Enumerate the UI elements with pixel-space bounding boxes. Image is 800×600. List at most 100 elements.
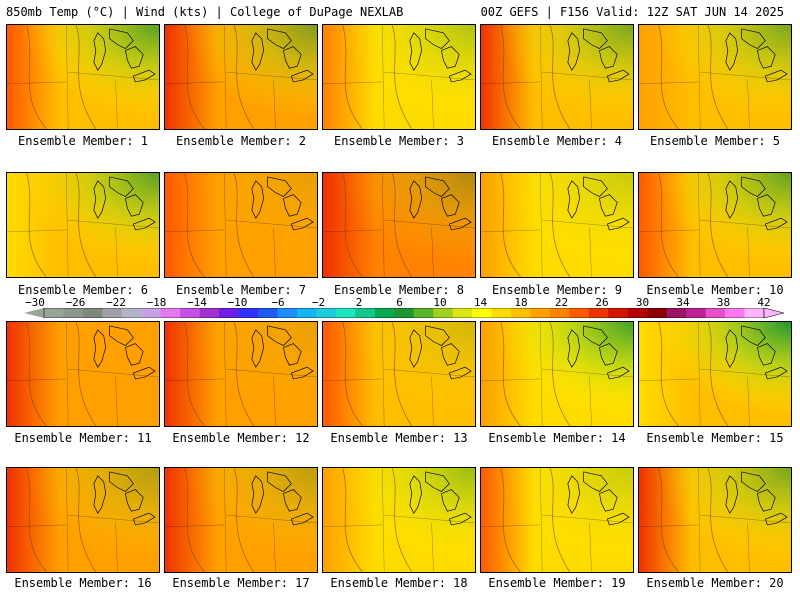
- ensemble-member-label: Ensemble Member: 20: [646, 576, 784, 590]
- colorbar-max-arrow: [763, 308, 784, 318]
- colorbar-swatch: [491, 308, 512, 318]
- colorbar-tick-label: 18: [514, 296, 528, 309]
- state-borders: [323, 25, 475, 129]
- colorbar-swatch: [647, 308, 668, 318]
- state-borders: [323, 322, 475, 426]
- colorbar-swatch: [569, 308, 590, 318]
- great-lakes-outline: [567, 176, 630, 231]
- colorbar-swatch: [608, 308, 629, 318]
- isotherm-contours: [342, 468, 413, 572]
- state-borders: [165, 25, 317, 129]
- state-borders: [481, 173, 633, 277]
- ensemble-member-label: Ensemble Member: 8: [333, 283, 465, 297]
- state-borders: [639, 25, 791, 129]
- state-borders: [165, 173, 317, 277]
- state-borders: [165, 322, 317, 426]
- ensemble-member-label: Ensemble Member: 17: [172, 576, 310, 590]
- colorbar-swatch: [705, 308, 726, 318]
- great-lakes-outline: [725, 471, 788, 526]
- isotherm-contours: [184, 322, 255, 426]
- colorbar-tick-label: 38: [716, 296, 731, 309]
- colorbar-tick-label: −6: [271, 296, 285, 309]
- colorbar-tick-label: −22: [106, 296, 126, 309]
- cool-air-shading: [165, 25, 317, 129]
- great-lakes-outline: [93, 28, 156, 83]
- colorbar-swatch: [433, 308, 454, 318]
- state-borders: [639, 468, 791, 572]
- colorbar-swatch: [82, 308, 103, 318]
- ensemble-member-map: [638, 172, 792, 278]
- state-borders: [481, 468, 633, 572]
- colorbar-tick-label: 2: [355, 296, 363, 309]
- colorbar-tick-label: −2: [311, 296, 326, 309]
- great-lakes-outline: [567, 325, 630, 380]
- colorbar-swatch: [725, 308, 746, 318]
- cool-air-shading: [639, 322, 791, 426]
- great-lakes-outline: [409, 471, 472, 526]
- ensemble-member-label: Ensemble Member: 14: [488, 431, 626, 445]
- colorbar-swatch: [686, 308, 707, 318]
- great-lakes-outline: [567, 471, 630, 526]
- ensemble-member-label: Ensemble Member: 18: [330, 576, 468, 590]
- ensemble-member-label: Ensemble Member: 4: [491, 134, 623, 148]
- ensemble-member-label: Ensemble Member: 19: [488, 576, 626, 590]
- great-lakes-outline: [93, 176, 156, 231]
- colorbar-swatch: [219, 308, 240, 318]
- colorbar-swatch: [530, 308, 551, 318]
- state-borders: [481, 322, 633, 426]
- cool-air-shading: [165, 322, 317, 426]
- colorbar-tick-label: −26: [65, 296, 86, 309]
- cool-air-shading: [165, 468, 317, 572]
- great-lakes-outline: [93, 471, 156, 526]
- cool-air-shading: [323, 322, 475, 426]
- colorbar-swatch: [588, 308, 609, 318]
- ensemble-member-label: Ensemble Member: 7: [175, 283, 307, 297]
- ensemble-member-label: Ensemble Member: 2: [175, 134, 307, 148]
- colorbar-swatch: [296, 308, 317, 318]
- great-lakes-outline: [409, 325, 472, 380]
- colorbar-swatch: [238, 308, 259, 318]
- colorbar-swatch: [374, 308, 395, 318]
- colorbar-tick-label: −10: [227, 296, 248, 309]
- colorbar-tick-label: 10: [433, 296, 447, 309]
- colorbar-swatch: [277, 308, 298, 318]
- cool-air-shading: [7, 322, 159, 426]
- state-borders: [639, 322, 791, 426]
- isotherm-contours: [184, 25, 255, 129]
- isotherm-contours: [184, 468, 255, 572]
- great-lakes-outline: [409, 28, 472, 83]
- isotherm-contours: [500, 25, 571, 129]
- great-lakes-outline: [93, 325, 156, 380]
- cool-air-shading: [7, 25, 159, 129]
- colorbar-tick-label: −14: [187, 296, 207, 309]
- colorbar-swatch: [666, 308, 687, 318]
- colorbar-swatch: [316, 308, 337, 318]
- ensemble-member-map: [638, 321, 792, 427]
- colorbar-swatch: [121, 308, 142, 318]
- isotherm-contours: [342, 173, 413, 277]
- run-valid-time: 00Z GEFS | F156 Valid: 12Z SAT JUN 14 20…: [480, 5, 784, 19]
- great-lakes-outline: [409, 176, 472, 231]
- isotherm-contours: [500, 468, 571, 572]
- cool-air-shading: [639, 25, 791, 129]
- cool-air-shading: [639, 173, 791, 277]
- colorbar-swatch: [355, 308, 376, 318]
- ensemble-member-map: [322, 24, 476, 130]
- isotherm-contours: [26, 25, 97, 129]
- ensemble-member-map: [164, 321, 318, 427]
- ensemble-member-map: [480, 321, 634, 427]
- isotherm-contours: [184, 173, 255, 277]
- state-borders: [7, 322, 159, 426]
- isotherm-contours: [26, 173, 97, 277]
- ensemble-member-label: Ensemble Member: 5: [649, 134, 781, 148]
- ensemble-member-map: [480, 467, 634, 573]
- colorbar-swatch: [63, 308, 84, 318]
- great-lakes-outline: [251, 28, 314, 83]
- cool-air-shading: [639, 468, 791, 572]
- ensemble-member-map: [164, 467, 318, 573]
- ensemble-member-label: Ensemble Member: 12: [172, 431, 310, 445]
- colorbar-swatch: [413, 308, 434, 318]
- colorbar-tick-label: 34: [676, 296, 690, 309]
- state-borders: [323, 173, 475, 277]
- temperature-colorbar: [24, 308, 784, 318]
